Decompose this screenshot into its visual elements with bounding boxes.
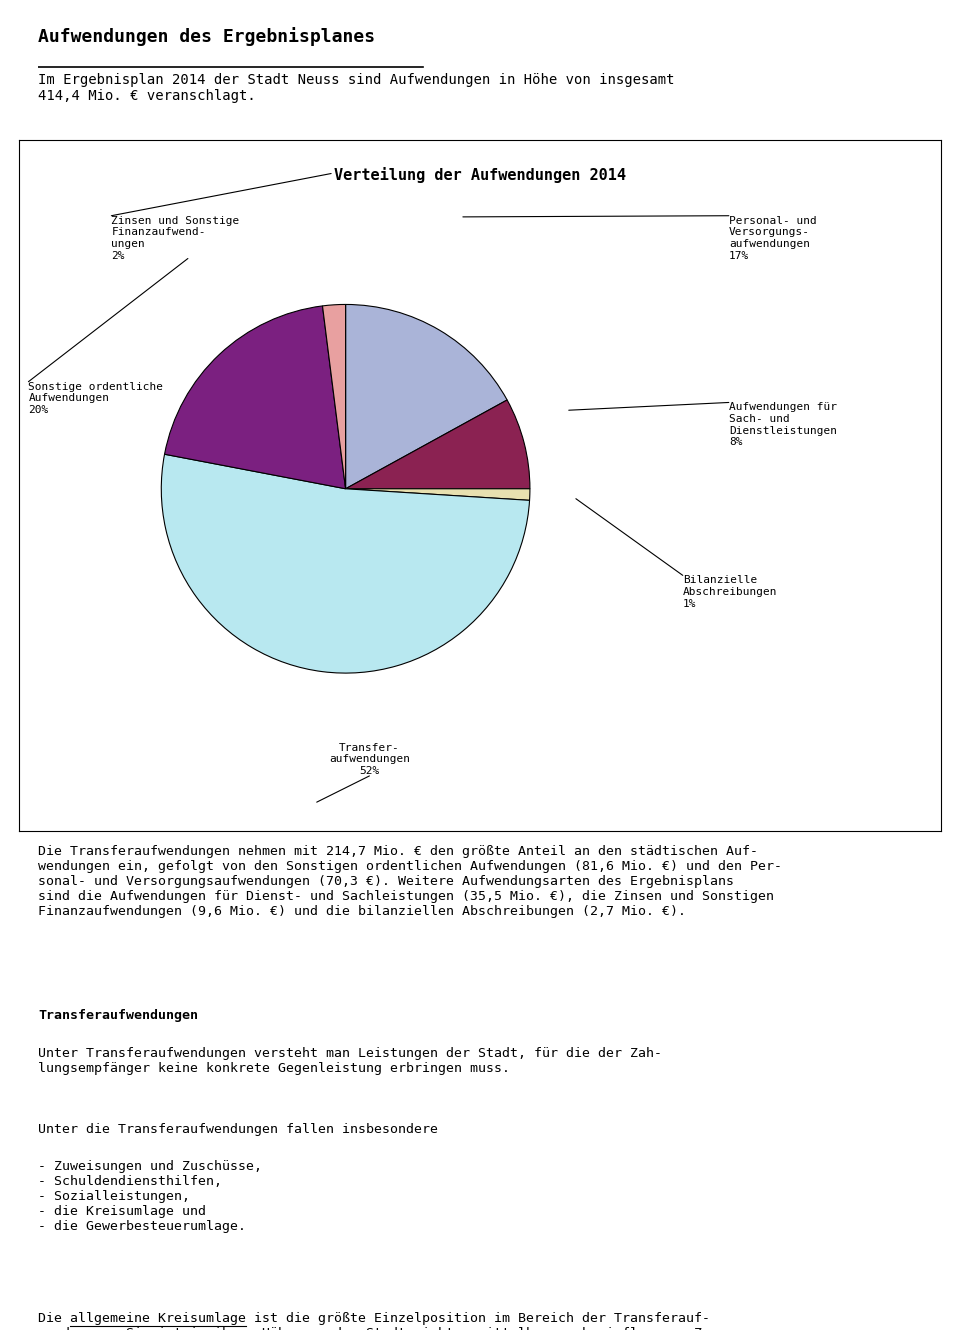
Text: - Zuweisungen und Zuschüsse,
- Schuldendiensthilfen,
- Sozialleistungen,
- die K: - Zuweisungen und Zuschüsse, - Schuldend… xyxy=(38,1160,262,1233)
Text: Die allgemeine Kreisumlage ist die größte Einzelposition im Bereich der Transfer: Die allgemeine Kreisumlage ist die größt… xyxy=(38,1311,718,1330)
Text: Bilanzielle
Abschreibungen
1%: Bilanzielle Abschreibungen 1% xyxy=(683,576,778,609)
Wedge shape xyxy=(346,488,530,500)
Text: Die Transferaufwendungen nehmen mit 214,7 Mio. € den größte Anteil an den städti: Die Transferaufwendungen nehmen mit 214,… xyxy=(38,845,782,918)
Wedge shape xyxy=(164,306,346,488)
Text: Sonstige ordentliche
Aufwendungen
20%: Sonstige ordentliche Aufwendungen 20% xyxy=(29,382,163,415)
Text: Transferaufwendungen: Transferaufwendungen xyxy=(38,1008,199,1021)
Text: Personal- und
Versorgungs-
aufwendungen
17%: Personal- und Versorgungs- aufwendungen … xyxy=(729,215,817,261)
Text: Die allgemeine Kreisumlage: Die allgemeine Kreisumlage xyxy=(38,1311,247,1325)
Text: Verteilung der Aufwendungen 2014: Verteilung der Aufwendungen 2014 xyxy=(334,168,626,184)
Wedge shape xyxy=(161,455,530,673)
Text: Transfer-
aufwendungen
52%: Transfer- aufwendungen 52% xyxy=(329,742,410,775)
Text: Aufwendungen des Ergebnisplanes: Aufwendungen des Ergebnisplanes xyxy=(38,27,375,45)
Text: Die allgemeine Kreisumlage: Die allgemeine Kreisumlage xyxy=(38,1311,247,1325)
Wedge shape xyxy=(346,400,530,488)
Text: Im Ergebnisplan 2014 der Stadt Neuss sind Aufwendungen in Höhe von insgesamt
414: Im Ergebnisplan 2014 der Stadt Neuss sin… xyxy=(38,73,675,104)
Wedge shape xyxy=(323,305,346,488)
Text: Zinsen und Sonstige
Finanzaufwend-
ungen
2%: Zinsen und Sonstige Finanzaufwend- ungen… xyxy=(111,215,240,261)
Text: Die: Die xyxy=(38,1311,70,1325)
Text: Die: Die xyxy=(38,1311,70,1325)
Text: Unter die Transferaufwendungen fallen insbesondere: Unter die Transferaufwendungen fallen in… xyxy=(38,1123,439,1136)
Text: Aufwendungen für
Sach- und
Dienstleistungen
8%: Aufwendungen für Sach- und Dienstleistun… xyxy=(729,403,837,447)
Wedge shape xyxy=(346,305,507,488)
Text: Unter Transferaufwendungen versteht man Leistungen der Stadt, für die der Zah-
l: Unter Transferaufwendungen versteht man … xyxy=(38,1047,662,1075)
